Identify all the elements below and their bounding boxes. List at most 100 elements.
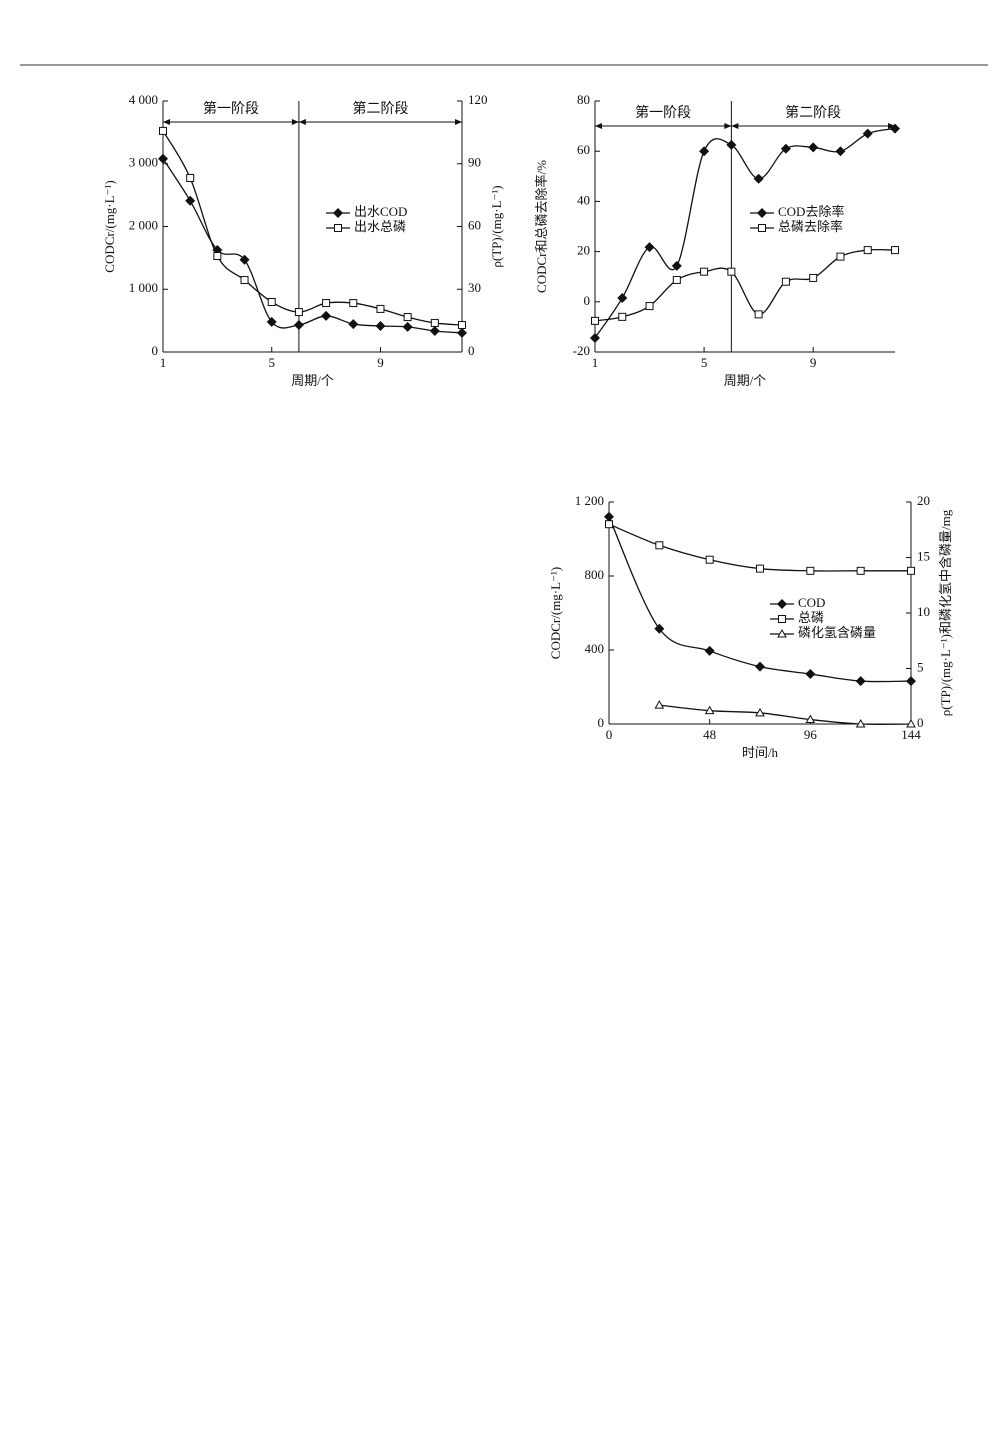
marker — [699, 146, 710, 157]
marker — [403, 313, 412, 322]
legend-marker — [758, 224, 766, 232]
x-tick-label: 5 — [268, 355, 275, 370]
y-axis-label: CODCr/(mg·L⁻¹) — [548, 567, 563, 659]
legend-marker — [334, 224, 342, 232]
y-tick-label: 4 000 — [129, 92, 158, 107]
marker — [158, 153, 168, 164]
marker — [906, 676, 916, 687]
y-tick-label: 1 200 — [575, 493, 604, 508]
y-tick-label: 20 — [577, 243, 590, 258]
series-line — [659, 704, 912, 725]
y2-tick-label: 5 — [917, 659, 924, 674]
marker — [890, 123, 900, 134]
y-tick-label: 2 000 — [129, 217, 158, 232]
marker — [645, 302, 654, 311]
marker — [855, 676, 866, 687]
marker — [617, 293, 628, 304]
stage-label: 第二阶段 — [352, 100, 408, 117]
marker — [705, 555, 714, 564]
marker — [756, 564, 764, 573]
marker — [604, 511, 614, 522]
marker — [836, 252, 845, 261]
marker — [806, 566, 815, 575]
legend-label: COD去除率 — [778, 204, 844, 219]
x-axis-label: 周期/个 — [724, 373, 767, 388]
legend-marker — [333, 208, 343, 218]
series-line — [608, 523, 911, 572]
x-axis-label: 周期/个 — [291, 373, 334, 388]
marker — [755, 661, 765, 672]
marker — [293, 320, 304, 331]
y2-axis-label: ρ(TP)/(mg·L⁻¹)和磷化氢中含磷量/mg — [938, 509, 953, 716]
marker — [907, 566, 915, 575]
marker — [671, 260, 682, 271]
legend-label: 总磷 — [798, 610, 824, 625]
stage-label: 第一阶段 — [635, 104, 691, 121]
legend-label: 总磷去除率 — [778, 219, 843, 234]
y2-tick-label: 10 — [917, 604, 930, 619]
x-tick-label: 48 — [703, 727, 716, 742]
marker — [654, 700, 665, 709]
y-tick-label: -20 — [573, 343, 590, 358]
y-tick-label: 80 — [577, 92, 590, 107]
marker — [726, 139, 737, 150]
legend-label: 出水COD — [354, 204, 407, 219]
marker — [348, 319, 359, 330]
legend-label: 磷化氢含磷量 — [798, 625, 876, 640]
marker — [704, 705, 715, 715]
marker — [700, 267, 709, 276]
y-tick-label: 0 — [584, 293, 591, 308]
y2-tick-label: 90 — [468, 155, 481, 170]
x-tick-label: 1 — [592, 355, 599, 370]
marker — [672, 275, 681, 284]
y-tick-label: 800 — [585, 567, 605, 582]
marker — [591, 316, 599, 325]
legend-label: 出水总磷 — [354, 219, 406, 234]
marker — [240, 276, 249, 285]
marker — [618, 312, 627, 321]
legend-marker — [757, 208, 767, 218]
legend-marker — [777, 628, 787, 638]
marker — [376, 304, 385, 313]
marker — [349, 299, 358, 308]
x-tick-label: 9 — [810, 355, 817, 370]
y-axis-label: CODCr和总磷去除率/% — [534, 160, 549, 293]
marker — [402, 321, 413, 332]
marker — [808, 142, 819, 153]
marker — [266, 316, 277, 327]
series-line — [162, 158, 463, 334]
x-tick-label: 9 — [377, 355, 384, 370]
x-tick-label: 1 — [160, 355, 167, 370]
marker — [458, 321, 466, 330]
x-axis-label: 时间/h — [742, 745, 779, 760]
y2-tick-label: 120 — [468, 92, 488, 107]
marker — [185, 195, 196, 206]
marker — [590, 332, 600, 343]
marker — [322, 299, 331, 308]
marker — [239, 254, 250, 265]
y-axis-label: CODCr/(mg·L⁻¹) — [102, 180, 117, 272]
marker — [294, 308, 303, 317]
y-tick-label: 40 — [577, 192, 590, 207]
y-tick-label: 0 — [152, 343, 159, 358]
series-line — [162, 130, 463, 326]
y2-tick-label: 15 — [917, 548, 930, 563]
marker — [856, 566, 865, 575]
marker — [805, 714, 816, 724]
stage-label: 第一阶段 — [203, 100, 259, 117]
marker — [186, 173, 195, 182]
x-tick-label: 96 — [804, 727, 818, 742]
marker — [809, 273, 818, 282]
marker — [429, 325, 440, 336]
marker — [753, 173, 764, 184]
legend-marker — [778, 615, 786, 623]
y2-tick-label: 60 — [468, 217, 481, 232]
legend-marker — [777, 599, 787, 609]
x-tick-label: 144 — [901, 727, 921, 742]
y-tick-label: 3 000 — [129, 155, 158, 170]
marker — [754, 310, 763, 319]
y2-tick-label: 0 — [468, 343, 475, 358]
marker — [704, 645, 715, 656]
marker — [375, 320, 386, 331]
